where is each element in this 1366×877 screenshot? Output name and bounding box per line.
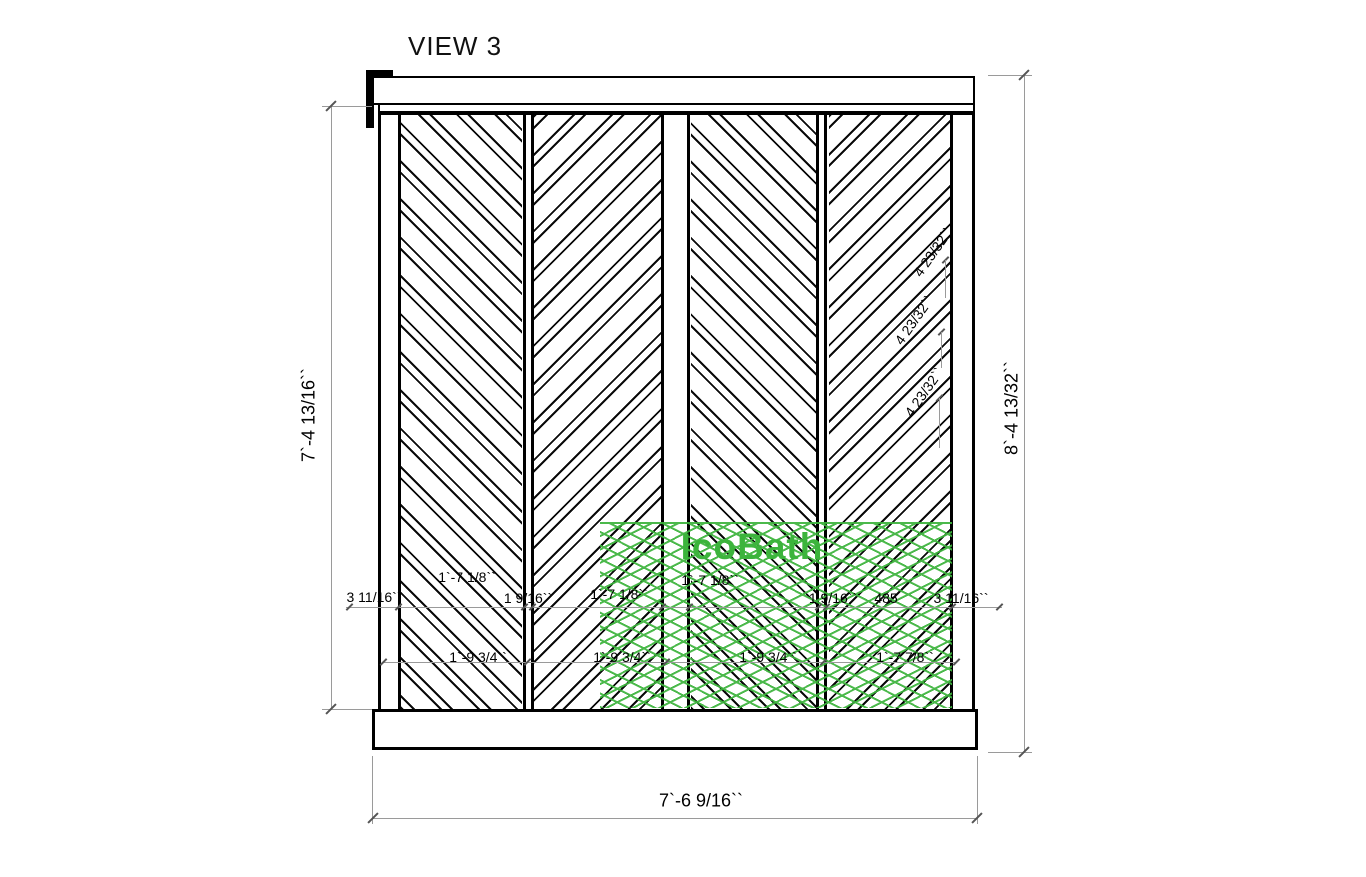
dimension-line-diag bbox=[941, 332, 942, 368]
dim-text-mid: 1`-7 1/8`` bbox=[590, 586, 648, 602]
watermark-lattice bbox=[600, 522, 952, 708]
dim-text-mid: 3 11/16`` bbox=[346, 589, 402, 605]
dim-text-mid: 485 bbox=[874, 590, 898, 606]
dimension-line-mid bbox=[346, 607, 1002, 608]
top-cap-board bbox=[372, 76, 975, 105]
dim-text-right-height: 8`-4 13/32`` bbox=[1001, 360, 1022, 456]
dimension-line-diag bbox=[945, 260, 946, 298]
extension-line bbox=[372, 756, 373, 824]
dimension-line-right bbox=[1024, 75, 1025, 753]
extension-line bbox=[988, 752, 1032, 753]
dim-text-bottom-width: 7`-6 9/16`` bbox=[658, 790, 744, 811]
spine-line bbox=[816, 112, 819, 712]
top-left-trim bbox=[366, 70, 374, 128]
spine-line bbox=[531, 112, 534, 712]
chevron-section-1 bbox=[401, 115, 522, 709]
spine-line bbox=[824, 112, 827, 712]
stile-line bbox=[398, 112, 401, 712]
dim-text-mid: 1`-7 1/8`` bbox=[438, 569, 496, 585]
dimension-line-left bbox=[331, 106, 332, 710]
top-left-notch bbox=[366, 70, 393, 76]
dim-text-lower: 1`-7 7/8`` bbox=[876, 649, 934, 665]
bottom-board bbox=[372, 709, 978, 750]
dim-text-mid: 1`-7 1/8`` bbox=[681, 572, 739, 588]
dim-text-lower: 1`-9 3/4`` bbox=[593, 649, 651, 665]
spine-line bbox=[523, 112, 526, 712]
watermark-text: IcoBath bbox=[680, 526, 824, 567]
dim-text-mid: 3 11/16`` bbox=[933, 590, 989, 606]
dim-tick bbox=[995, 603, 1004, 611]
dimension-line-lower bbox=[383, 662, 957, 663]
dimension-line-diag bbox=[939, 398, 940, 448]
view-title: VIEW 3 bbox=[408, 31, 503, 61]
extension-line bbox=[322, 709, 372, 710]
dim-text-left-height: 7`-4 13/16`` bbox=[298, 367, 319, 463]
dim-text-lower: 1`-9 3/4`` bbox=[449, 649, 507, 665]
stile-line bbox=[661, 112, 664, 712]
dim-text-mid: 1 9/16`` bbox=[503, 590, 553, 606]
stile-line bbox=[687, 112, 690, 712]
stile-line bbox=[950, 112, 953, 712]
extension-line bbox=[977, 756, 978, 824]
dim-text-lower: 1`-9 3/4`` bbox=[739, 649, 797, 665]
extension-line bbox=[988, 75, 1032, 76]
dim-text-mid: 1 9/16`` bbox=[808, 590, 858, 606]
dimension-line-bottom bbox=[373, 818, 977, 819]
extension-line bbox=[322, 106, 372, 107]
